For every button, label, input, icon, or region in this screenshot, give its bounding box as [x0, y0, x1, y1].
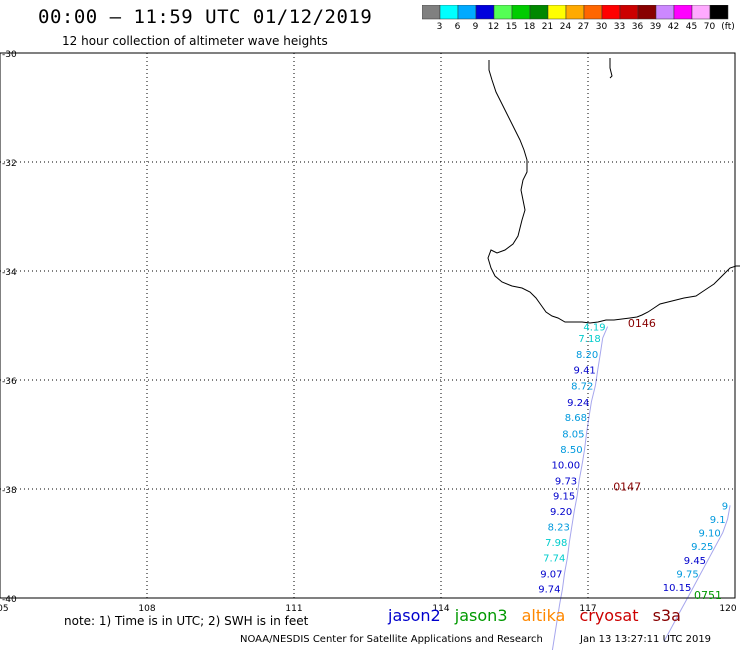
- coastline-east-inlet: [609, 58, 613, 79]
- pass-time-label: 0751: [694, 589, 722, 602]
- wave-height-value: 7.98: [545, 538, 567, 549]
- latitude-label: -38: [2, 486, 17, 496]
- wave-height-value: 8.20: [576, 350, 598, 361]
- legend-label: 27: [577, 22, 590, 32]
- pass-time-label: 0147: [613, 480, 641, 493]
- map-subtitle: 12 hour collection of altimeter wave hei…: [62, 34, 328, 48]
- wave-height-value: 8.72: [571, 381, 593, 392]
- legend-label: 39: [649, 22, 662, 32]
- longitude-label: 105: [0, 604, 9, 614]
- legend-label: 24: [559, 22, 572, 32]
- satellite-altika: altika: [521, 606, 566, 625]
- wave-height-value: 9.15: [553, 492, 575, 503]
- latitude-label: -34: [2, 268, 17, 278]
- lat-lon-grid: [0, 52, 736, 599]
- wave-height-value: 7.74: [543, 554, 565, 565]
- wave-height-value: 9.73: [555, 476, 577, 487]
- latitude-label: -40: [2, 595, 17, 605]
- wave-height-value: 9.45: [684, 556, 706, 567]
- legend-swatch: [709, 5, 729, 20]
- wave-height-value: 9.25: [691, 542, 713, 553]
- generation-timestamp: Jan 13 13:27:11 UTC 2019: [580, 634, 712, 645]
- legend-label: 21: [541, 22, 554, 32]
- longitude-label: 108: [138, 604, 155, 614]
- map-title: 00:00 – 11:59 UTC 01/12/2019: [38, 6, 373, 28]
- legend-label: 9: [472, 22, 479, 32]
- map-frame: [0, 52, 736, 599]
- satellite-cryosat: cryosat: [579, 606, 639, 625]
- legend-unit: (ft): [721, 22, 735, 32]
- legend-label: 12: [487, 22, 500, 32]
- ground-track: [551, 326, 609, 650]
- legend-label: 42: [667, 22, 680, 32]
- legend-label: 33: [613, 22, 626, 32]
- legend-label: 3: [436, 22, 443, 32]
- color-scale-legend: [422, 5, 729, 20]
- wave-height-value: 9.41: [574, 366, 596, 377]
- latitude-label: -36: [2, 377, 17, 387]
- wave-height-value: 8.05: [562, 429, 584, 440]
- legend-label: 15: [505, 22, 518, 32]
- ground-track: [663, 505, 731, 642]
- wave-height-value: 9.10: [698, 529, 720, 540]
- satellite-tracks: [551, 326, 731, 650]
- coastline: [487, 58, 740, 324]
- legend-label: 6: [454, 22, 461, 32]
- credit-line: NOAA/NESDIS Center for Satellite Applica…: [240, 634, 543, 645]
- footnote: note: 1) Time is in UTC; 2) SWH is in fe…: [64, 614, 309, 628]
- longitude-label: 117: [579, 604, 596, 614]
- longitude-label: 120: [719, 604, 736, 614]
- wave-height-value: 9.20: [550, 507, 572, 518]
- pass-time-label: 0146: [628, 317, 656, 330]
- wave-height-value: 8.23: [548, 523, 570, 534]
- coastline-west-australia: [487, 60, 740, 324]
- satellite-legend: jason2 jason3 altika cryosat s3a: [388, 606, 690, 625]
- wave-height-value: 8.68: [565, 413, 587, 424]
- wave-height-labels: 4.197.18 8.20 9.41 8.72 9.24 8.68 8.05 8.50 10.0…: [538, 323, 728, 596]
- legend-label: 45: [685, 22, 698, 32]
- legend-label: 70: [703, 22, 716, 32]
- latitude-label: -30: [2, 50, 17, 60]
- wave-height-value: 9.07: [540, 569, 562, 580]
- legend-label: 18: [523, 22, 536, 32]
- pass-time-labels: 0146 0147 0751: [613, 317, 722, 602]
- wave-height-value: 9.1: [710, 515, 726, 526]
- wave-height-value: 9.75: [676, 569, 698, 580]
- legend-label: 36: [631, 22, 644, 32]
- wave-height-value: 8.50: [560, 445, 582, 456]
- longitude-label: 111: [285, 604, 302, 614]
- longitude-label: 114: [432, 604, 449, 614]
- wave-height-value: 4.19: [583, 323, 605, 334]
- wave-height-value: 9.74: [538, 585, 560, 596]
- legend-label: 30: [595, 22, 608, 32]
- satellite-jason2: jason2: [388, 606, 441, 625]
- satellite-jason3: jason3: [454, 606, 508, 625]
- wave-height-value: 9: [722, 501, 728, 512]
- latitude-label: -32: [2, 159, 17, 169]
- satellite-s3a: s3a: [652, 606, 681, 625]
- wave-height-value: 10.15: [663, 583, 692, 594]
- wave-height-value: 9.24: [567, 398, 589, 409]
- axis-labels: -30 -32 -34 -36 -38 -40105 108 111 114 117 120: [0, 50, 737, 614]
- wave-height-value: 10.00: [551, 460, 580, 471]
- wave-height-value: 7.18: [578, 334, 600, 345]
